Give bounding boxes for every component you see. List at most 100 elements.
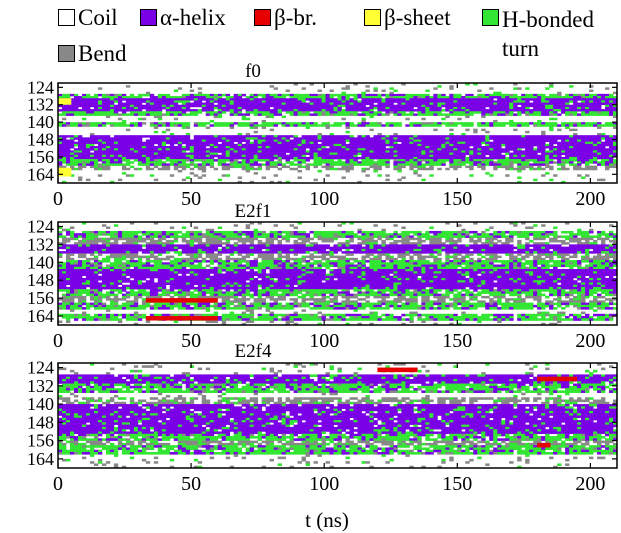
cell-helix (501, 246, 506, 250)
cell-hbondedturn (421, 165, 426, 169)
cell-helix (405, 154, 410, 158)
cell-helix (369, 156, 374, 160)
cell-helix (221, 148, 227, 151)
cell-bend (373, 89, 378, 92)
cell-helix (237, 100, 243, 103)
cell-hbondedturn (277, 111, 282, 114)
cell-hbondedturn (493, 91, 498, 95)
cell-helix (345, 161, 350, 164)
cell-helix (573, 139, 578, 142)
cell-helix (277, 93, 282, 97)
cell-hbondedturn (473, 233, 478, 236)
cell-helix (561, 102, 566, 106)
cell-hbondedturn (261, 235, 267, 238)
cell-helix (117, 137, 123, 140)
cell-helix (89, 161, 95, 164)
cell-hbondedturn (521, 230, 526, 234)
cell-hbondedturn (433, 122, 438, 125)
cell-hbondedturn (501, 233, 506, 236)
cell-hbondedturn (385, 122, 390, 125)
cell-hbondedturn (533, 230, 538, 234)
cell-hbondedturn (253, 96, 259, 99)
cell-hbondedturn (193, 111, 199, 114)
cell-hbondedturn (165, 230, 171, 234)
cell-helix (289, 143, 294, 147)
cell-helix (77, 100, 83, 103)
cell-helix (197, 96, 203, 99)
cell-hbondedturn (253, 156, 259, 160)
cell-hbondedturn (341, 91, 346, 95)
cell-helix (93, 150, 99, 153)
cell-helix (401, 248, 406, 252)
cell-bend (489, 113, 494, 116)
residue-row-163 (121, 172, 550, 175)
cell-helix (209, 109, 215, 112)
cell-helix (181, 111, 187, 114)
cell-bend (149, 239, 155, 243)
cell-helix (237, 146, 243, 149)
cell-hbondedturn (525, 106, 530, 110)
cell-bend (553, 174, 558, 177)
cell-hbondedturn (317, 113, 322, 116)
cell-helix (173, 102, 179, 106)
cell-helix (365, 109, 370, 112)
cell-helix (577, 159, 582, 162)
cell-hbondedturn (161, 143, 167, 147)
cell-hbondedturn (489, 244, 494, 247)
cell-hbondedturn (141, 154, 147, 158)
cell-bend (349, 239, 354, 243)
cell-helix (593, 141, 598, 145)
cell-helix (289, 146, 294, 149)
cell-helix (381, 135, 386, 138)
cell-helix (61, 124, 67, 127)
cell-hbondedturn (177, 159, 183, 162)
cell-hbondedturn (85, 159, 91, 162)
cell-hbondedturn (233, 163, 239, 166)
cell-helix (505, 146, 510, 149)
cell-helix (533, 93, 538, 97)
cell-hbondedturn (561, 159, 566, 162)
cell-bend (501, 242, 506, 245)
cell-helix (293, 233, 298, 236)
cell-helix (101, 102, 107, 106)
cell-bend (421, 159, 426, 162)
cell-helix (225, 104, 231, 108)
cell-helix (573, 124, 578, 127)
cell-helix (249, 152, 255, 156)
cell-helix (585, 244, 590, 247)
cell-helix (117, 156, 123, 160)
cell-helix (405, 102, 410, 106)
cell-hbondedturn (481, 235, 486, 238)
cell-helix (329, 148, 334, 151)
cell-hbondedturn (513, 122, 518, 125)
cell-helix (317, 246, 322, 250)
cell-bend (565, 167, 570, 171)
cell-helix (233, 248, 239, 252)
cell-hbondedturn (157, 163, 163, 166)
cell-helix (69, 141, 75, 145)
cell-hbondedturn (313, 235, 318, 238)
cell-hbondedturn (437, 163, 442, 166)
cell-hbondedturn (85, 146, 91, 149)
cell-helix (245, 143, 251, 147)
cell-helix (117, 244, 123, 247)
cell-helix (525, 141, 530, 145)
cell-helix (417, 124, 422, 127)
cell-helix (181, 246, 187, 250)
cell-hbondedturn (393, 124, 398, 127)
cell-helix (353, 148, 358, 151)
cell-hbondedturn (369, 230, 374, 234)
cell-hbondedturn (301, 235, 306, 238)
cell-bend (273, 224, 278, 227)
cell-hbondedturn (445, 96, 450, 99)
cell-hbondedturn (593, 113, 598, 116)
cell-helix (585, 100, 590, 103)
cell-helix (585, 109, 590, 112)
cell-hbondedturn (365, 235, 370, 238)
cell-bend (193, 237, 199, 241)
cell-bend (597, 111, 602, 114)
cell-bend (613, 126, 618, 129)
cell-helix (361, 154, 366, 158)
cell-hbondedturn (325, 122, 330, 125)
residue-row-128 (58, 96, 618, 99)
